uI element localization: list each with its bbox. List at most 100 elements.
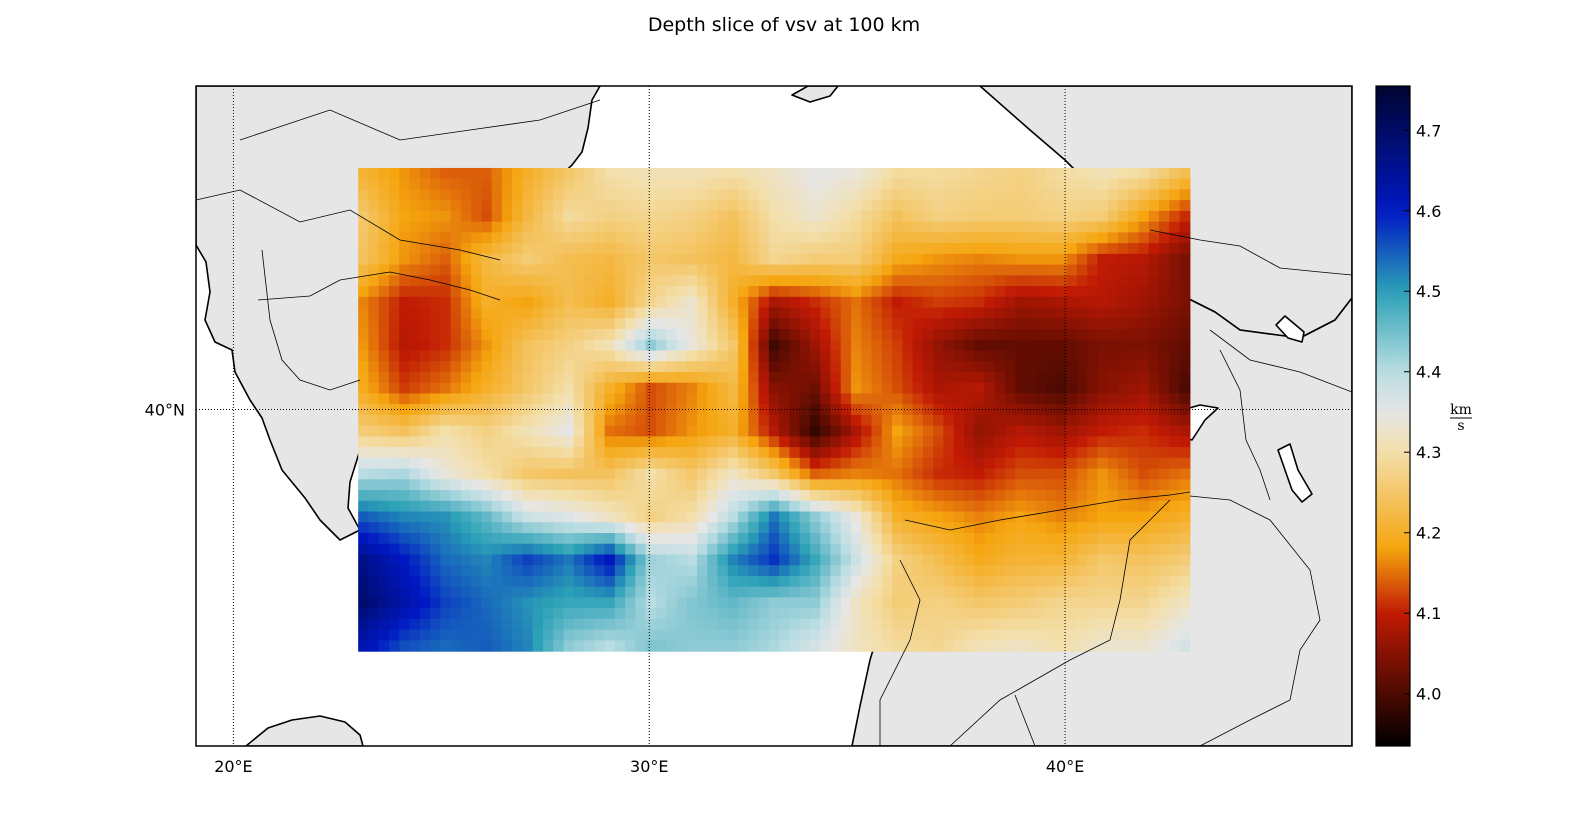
heatmap-cell xyxy=(1148,339,1160,352)
heatmap-cell xyxy=(409,522,421,534)
heatmap-cell xyxy=(532,296,544,309)
heatmap-cell xyxy=(820,608,832,620)
heatmap-cell xyxy=(717,393,729,405)
heatmap-cell xyxy=(840,264,852,276)
heatmap-cell xyxy=(758,554,770,566)
heatmap-cell xyxy=(696,608,708,620)
heatmap-cell xyxy=(1056,479,1068,491)
heatmap-cell xyxy=(368,264,380,276)
heatmap-cell xyxy=(912,243,924,255)
chart-title: Depth slice of vsv at 100 km xyxy=(648,14,920,36)
heatmap-cell xyxy=(717,178,729,191)
heatmap-cell xyxy=(984,414,996,427)
heatmap-cell xyxy=(912,608,924,620)
heatmap-cell xyxy=(1056,425,1068,437)
heatmap-cell xyxy=(388,253,400,266)
heatmap-cell xyxy=(584,640,595,652)
heatmap-cell xyxy=(594,232,606,244)
heatmap-cell xyxy=(717,339,729,352)
heatmap-cell xyxy=(358,565,370,577)
heatmap-cell xyxy=(892,597,903,609)
heatmap-cell xyxy=(922,543,934,556)
heatmap-cell xyxy=(902,393,914,405)
heatmap-cell xyxy=(481,371,493,384)
heatmap-cell xyxy=(738,329,749,341)
heatmap-cell xyxy=(522,468,534,480)
heatmap-cell xyxy=(358,393,370,405)
heatmap-cell xyxy=(491,511,503,523)
heatmap-cell xyxy=(1159,586,1170,599)
border-caucasus-2 xyxy=(1209,329,1352,393)
heatmap-cell xyxy=(984,490,996,502)
heatmap-cell xyxy=(943,575,955,588)
heatmap-cell xyxy=(655,339,667,352)
heatmap-cell xyxy=(409,296,421,309)
heatmap-cell xyxy=(378,371,390,384)
heatmap-cell xyxy=(399,329,411,341)
heatmap-cell xyxy=(491,522,503,534)
heatmap-cell xyxy=(573,339,585,352)
heatmap-cell xyxy=(604,253,616,266)
heatmap-cell xyxy=(666,167,678,180)
heatmap-cell xyxy=(933,382,945,395)
heatmap-cell xyxy=(512,339,524,352)
heatmap-cell xyxy=(707,500,719,513)
heatmap-cell xyxy=(399,425,411,437)
heatmap-cell xyxy=(594,565,606,577)
heatmap-cell xyxy=(738,382,749,395)
heatmap-cell xyxy=(861,490,873,502)
heatmap-cell xyxy=(717,371,729,384)
heatmap-cell xyxy=(768,393,780,405)
heatmap-cell xyxy=(758,339,770,352)
heatmap-cell xyxy=(522,447,534,459)
heatmap-cell xyxy=(912,543,924,556)
heatmap-cell xyxy=(994,167,1006,180)
heatmap-cell xyxy=(881,189,893,201)
heatmap-cell xyxy=(1179,436,1191,448)
heatmap-cell xyxy=(645,275,657,287)
heatmap-cell xyxy=(799,361,811,373)
heatmap-cell xyxy=(584,167,595,180)
heatmap-cell xyxy=(1107,371,1119,384)
heatmap-cell xyxy=(881,608,893,620)
heatmap-cell xyxy=(1046,447,1057,459)
heatmap-cell xyxy=(892,350,903,362)
heatmap-cell xyxy=(471,361,482,373)
heatmap-cell xyxy=(532,253,544,266)
heatmap-cell xyxy=(1107,414,1119,427)
heatmap-cell xyxy=(532,286,544,298)
heatmap-cell xyxy=(1159,210,1170,223)
heatmap-cell xyxy=(450,350,462,362)
heatmap-cell xyxy=(789,597,801,609)
heatmap-cell xyxy=(1015,178,1027,191)
heatmap-cell xyxy=(851,232,862,244)
heatmap-cell xyxy=(635,586,647,599)
heatmap-cell xyxy=(1107,178,1119,191)
heatmap-cell xyxy=(460,318,472,330)
heatmap-cell xyxy=(584,565,595,577)
heatmap-cell xyxy=(1066,371,1078,384)
heatmap-cell xyxy=(799,167,811,180)
heatmap-cell xyxy=(1148,468,1160,480)
heatmap-cell xyxy=(840,243,852,255)
heatmap-cell xyxy=(820,371,832,384)
heatmap-cell xyxy=(1138,457,1150,470)
heatmap-cell xyxy=(1087,307,1099,319)
heatmap-cell xyxy=(840,457,852,470)
heatmap-cell xyxy=(748,232,760,244)
heatmap-cell xyxy=(1005,597,1016,609)
heatmap-cell xyxy=(450,618,462,631)
heatmap-cell xyxy=(727,361,739,373)
heatmap-cell xyxy=(1128,404,1140,416)
heatmap-cell xyxy=(902,296,914,309)
heatmap-cell xyxy=(532,414,544,427)
heatmap-cell xyxy=(871,468,883,480)
heatmap-cell xyxy=(532,189,544,201)
heatmap-cell xyxy=(789,404,801,416)
heatmap-cell xyxy=(491,264,503,276)
heatmap-cell xyxy=(727,253,739,266)
heatmap-cell xyxy=(604,339,616,352)
heatmap-cell xyxy=(1056,468,1068,480)
heatmap-cell xyxy=(809,533,821,545)
heatmap-cell xyxy=(953,393,965,405)
